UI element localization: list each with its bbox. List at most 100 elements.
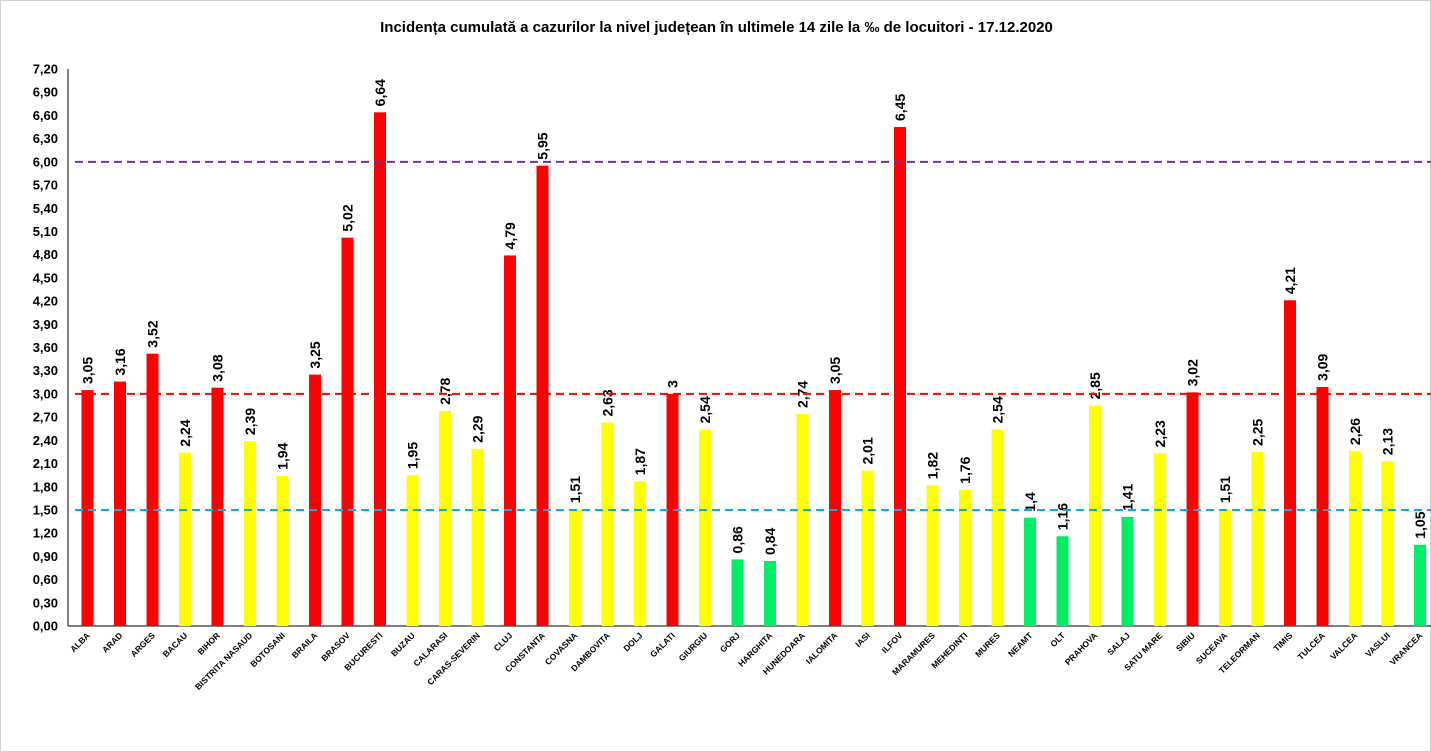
bar <box>991 429 1004 626</box>
category-label: BOTOSANI <box>248 630 287 669</box>
bar <box>179 452 191 626</box>
data-label: 3,05 <box>80 357 96 384</box>
data-label: 2,24 <box>177 419 193 446</box>
data-label: 0,84 <box>762 528 778 555</box>
bar <box>699 429 711 626</box>
data-label: 1,51 <box>567 476 583 503</box>
bar <box>764 561 776 626</box>
bar <box>796 414 809 626</box>
bar <box>601 422 614 626</box>
category-label: SALAJ <box>1105 630 1132 657</box>
data-label: 2,39 <box>242 408 258 435</box>
bar <box>666 393 679 626</box>
data-label: 1,05 <box>1412 511 1428 538</box>
data-label: 1,95 <box>405 442 421 469</box>
bar <box>1349 451 1361 626</box>
bar <box>1414 544 1426 626</box>
bar <box>1251 451 1264 626</box>
bar <box>146 353 159 626</box>
category-label: MURES <box>973 630 1002 659</box>
bar <box>569 509 581 626</box>
data-label: 3,08 <box>210 354 226 381</box>
data-label: 3,05 <box>827 357 843 384</box>
data-label: 1,82 <box>925 452 941 479</box>
data-label: 2,01 <box>860 437 876 464</box>
data-label: 3 <box>665 380 681 388</box>
category-label: TULCEA <box>1295 630 1326 661</box>
data-label: 3,16 <box>112 348 128 375</box>
data-label: 4,79 <box>502 222 518 249</box>
bar <box>1219 509 1231 626</box>
data-label: 2,26 <box>1347 418 1363 445</box>
y-tick-label: 5,70 <box>33 178 58 193</box>
y-tick-label: 6,60 <box>33 108 58 123</box>
bar <box>1089 405 1101 626</box>
data-label: 2,29 <box>470 415 486 442</box>
bar <box>1024 517 1036 626</box>
bar <box>634 481 646 626</box>
bar <box>1381 461 1394 626</box>
bar <box>341 237 354 626</box>
category-label: TIMIS <box>1271 630 1294 653</box>
bar <box>244 441 256 626</box>
bar <box>1121 516 1134 626</box>
data-label: 2,63 <box>600 389 616 416</box>
category-label: IASI <box>853 630 872 649</box>
category-label: GIURGIU <box>677 630 710 663</box>
bar <box>894 127 906 626</box>
y-tick-label: 4,20 <box>33 294 58 309</box>
data-label: 2,25 <box>1250 418 1266 445</box>
y-tick-label: 6,90 <box>33 85 58 100</box>
data-label: 2,23 <box>1152 420 1168 447</box>
data-label: 3,09 <box>1315 353 1331 380</box>
y-tick-label: 3,30 <box>33 363 58 378</box>
data-label: 1,16 <box>1055 503 1071 530</box>
data-label: 5,02 <box>340 204 356 231</box>
y-tick-label: 1,80 <box>33 479 58 494</box>
bar <box>309 374 321 626</box>
data-label: 2,74 <box>795 381 811 408</box>
y-tick-label: 6,30 <box>33 131 58 146</box>
category-label: VASLUI <box>1363 630 1392 659</box>
y-tick-label: 6,00 <box>33 154 58 169</box>
category-label: ALBA <box>68 630 92 654</box>
bar <box>114 381 126 626</box>
bar <box>731 559 744 626</box>
category-label: VALCEA <box>1328 630 1359 661</box>
category-label: VRANCEA <box>1388 630 1425 667</box>
y-tick-label: 0,00 <box>33 619 58 634</box>
category-label: BRAILA <box>290 630 320 660</box>
category-label: ARAD <box>100 630 124 654</box>
y-tick-label: 2,40 <box>33 433 58 448</box>
data-label: 1,76 <box>957 456 973 483</box>
bar <box>81 390 94 626</box>
y-tick-label: 0,90 <box>33 549 58 564</box>
category-label: CLUJ <box>492 630 515 653</box>
bar <box>374 112 386 627</box>
bar <box>829 390 841 626</box>
bar <box>959 489 971 626</box>
y-tick-label: 2,10 <box>33 456 58 471</box>
y-tick-label: 5,40 <box>33 201 58 216</box>
y-tick-label: 7,20 <box>33 62 58 77</box>
y-tick-label: 4,80 <box>33 247 58 262</box>
data-label: 6,64 <box>372 79 388 106</box>
data-label: 2,54 <box>990 396 1006 423</box>
y-tick-label: 3,90 <box>33 317 58 332</box>
bar <box>276 475 289 626</box>
data-label: 4,21 <box>1282 267 1298 294</box>
y-tick-label: 2,70 <box>33 410 58 425</box>
bar <box>536 165 549 626</box>
y-tick-label: 0,60 <box>33 572 58 587</box>
bar <box>504 255 516 626</box>
data-label: 1,41 <box>1120 483 1136 510</box>
data-label: 1,51 <box>1217 476 1233 503</box>
y-tick-label: 1,50 <box>33 502 58 517</box>
data-label: 1,87 <box>632 448 648 475</box>
category-label: DOLJ <box>621 630 644 653</box>
bar <box>1316 386 1329 626</box>
data-label: 2,85 <box>1087 372 1103 399</box>
data-label: 2,13 <box>1380 428 1396 455</box>
y-tick-label: 1,20 <box>33 526 58 541</box>
